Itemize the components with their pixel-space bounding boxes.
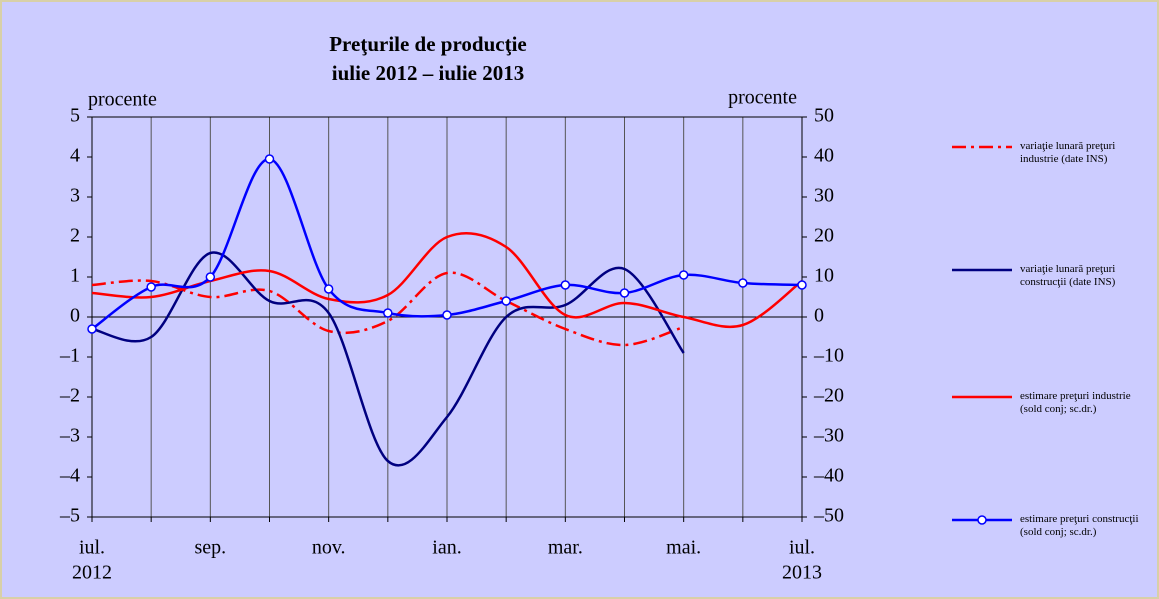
x-tick-label: mai. (666, 537, 701, 559)
y-tick-label: 2 (70, 225, 80, 247)
series-marker (146, 282, 156, 292)
x-tick-sublabel: 2012 (72, 562, 112, 584)
series-marker (205, 272, 216, 282)
x-tick-label: mar. (548, 537, 583, 559)
y-tick-label: 1 (70, 265, 80, 287)
y2-tick-label: –30 (813, 425, 844, 447)
legend-label: estimare preţuri industrie (sold conj; s… (1020, 390, 1131, 415)
x-tick-label: nov. (312, 537, 346, 559)
series-marker (619, 288, 630, 298)
y-tick-label: –1 (59, 345, 80, 367)
y-tick-label: 5 (70, 105, 80, 127)
y2-tick-label: –20 (813, 385, 844, 407)
y2-tick-label: 10 (814, 265, 834, 287)
x-tick-sublabel: 2013 (782, 562, 822, 584)
legend-label: variaţie lunară preţuri construcţii (dat… (1020, 263, 1116, 288)
series-marker (797, 280, 807, 290)
series-marker (560, 280, 571, 290)
x-tick-label: iul. (79, 537, 105, 559)
x-tick-label: iul. (789, 537, 815, 559)
legend-label: estimare preţuri construcţii (sold conj;… (1020, 513, 1139, 538)
chart-subtitle: iulie 2012 – iulie 2013 (332, 61, 525, 85)
y2-tick-label: –40 (813, 465, 844, 487)
series-marker (264, 154, 275, 164)
series-marker (87, 324, 97, 334)
y-tick-label: –3 (59, 425, 80, 447)
y2-tick-label: 30 (814, 185, 834, 207)
y-tick-label: –5 (59, 505, 80, 527)
y2-tick-label: 0 (814, 305, 824, 327)
series-marker (442, 310, 452, 320)
legend-marker (977, 515, 987, 525)
y2-tick-label: 50 (814, 105, 834, 127)
y2-axis-label: procente (728, 87, 797, 109)
series-marker (678, 270, 689, 280)
series-marker (383, 308, 393, 318)
y-tick-label: 3 (70, 185, 80, 207)
y2-tick-label: 20 (814, 225, 834, 247)
series-marker (501, 296, 511, 306)
y-tick-label: 4 (70, 145, 80, 167)
y-axis-label: procente (88, 89, 157, 111)
chart-title: Preţurile de producţie (329, 32, 527, 56)
y2-tick-label: –10 (813, 345, 844, 367)
series-line (91, 271, 685, 347)
legend-label: variaţie lunară preţuri industrie (date … (1020, 140, 1116, 165)
x-tick-label: ian. (432, 537, 461, 559)
y2-tick-label: 40 (814, 145, 834, 167)
series-marker (738, 278, 748, 288)
series-line (91, 251, 685, 467)
x-tick-label: sep. (194, 537, 226, 559)
series-marker (323, 284, 334, 294)
y2-tick-label: –50 (813, 505, 844, 527)
y-tick-label: 0 (70, 305, 80, 327)
y-tick-label: –2 (59, 385, 80, 407)
y-tick-label: –4 (59, 465, 80, 487)
